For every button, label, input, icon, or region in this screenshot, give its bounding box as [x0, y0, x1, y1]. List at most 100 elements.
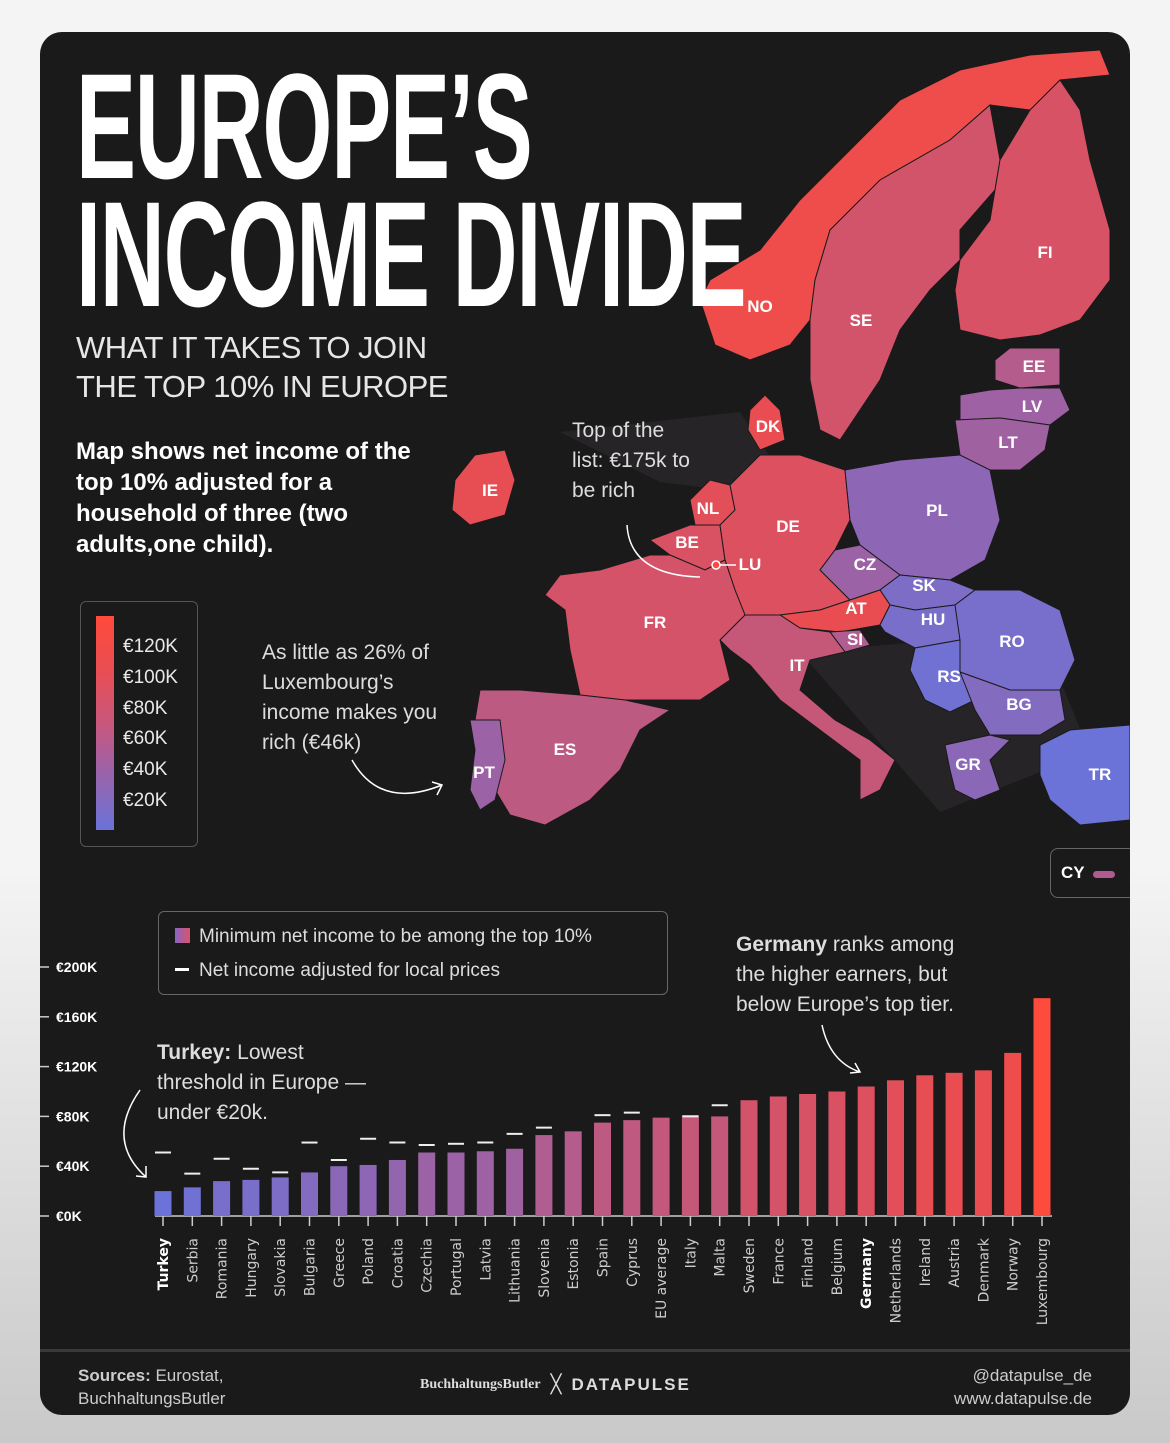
country-se: [809, 104, 1001, 441]
x-tick-label: Austria: [947, 1238, 963, 1287]
x-tick-label: Belgium: [830, 1238, 846, 1295]
bar-netherlands: [887, 1080, 904, 1216]
cyprus-label: CY: [1061, 863, 1085, 882]
country-label-bg: BG: [1006, 695, 1032, 714]
bar-hungary: [242, 1179, 260, 1216]
country-pl: [844, 454, 1001, 581]
y-tick-label: €160K: [56, 1009, 97, 1025]
bar-austria: [945, 1072, 963, 1216]
country-label-gr: GR: [955, 755, 981, 774]
dash-swatch: [175, 968, 189, 971]
x-tick-label: Netherlands: [889, 1238, 905, 1323]
country-lu: [711, 560, 721, 570]
x-tick-label: Sweden: [742, 1238, 758, 1293]
chart-legend: Minimum net income to be among the top 1…: [158, 911, 668, 995]
country-label-ie: IE: [482, 481, 498, 500]
x-tick-label: Malta: [713, 1238, 729, 1277]
buchhaltungsbutler-logo: BuchhaltungsButler: [420, 1376, 541, 1392]
legend-label: €20K: [123, 790, 168, 811]
x-tick-label: Turkey: [156, 1238, 172, 1290]
x-tick-label: Luxembourg: [1035, 1238, 1051, 1325]
x-tick-label: Romania: [215, 1238, 231, 1299]
country-label-de: DE: [776, 517, 800, 536]
legend-label: €60K: [123, 728, 168, 749]
legend-label: €100K: [123, 667, 178, 688]
x-tick-label: Italy: [683, 1238, 699, 1268]
color-scale-bar: [96, 616, 114, 830]
bar-greece: [330, 1166, 348, 1216]
page-title: EUROPE’S INCOME DIVIDE: [76, 42, 747, 338]
country-label-tr: TR: [1089, 765, 1112, 784]
country-label-no: NO: [747, 297, 773, 316]
arrow-icon: [821, 1024, 862, 1074]
turkey-annotation: Turkey: Lowest threshold in Europe — und…: [157, 1041, 366, 1124]
partner-logos: BuchhaltungsButler ╳ DATAPULSE: [420, 1374, 691, 1395]
bar-slovenia: [535, 1135, 553, 1216]
social-handle: @datapulse_de: [972, 1366, 1092, 1385]
country-label-pl: PL: [926, 501, 948, 520]
bar-portugal: [447, 1152, 465, 1216]
country-label-ee: EE: [1023, 357, 1046, 376]
country-dk: [747, 394, 786, 451]
non-data-land: [560, 412, 1090, 812]
arrow-icon: [123, 1089, 147, 1178]
bar-france: [769, 1096, 787, 1216]
bar-poland: [359, 1164, 377, 1216]
y-tick-label: €200K: [56, 959, 97, 975]
country-label-dk: DK: [756, 417, 781, 436]
cross-icon: ╳: [550, 1374, 562, 1394]
cyprus-inset: CY: [1050, 848, 1130, 898]
country-label-rs: RS: [937, 667, 961, 686]
bar-estonia: [564, 1131, 582, 1216]
x-tick-label: Lithuania: [508, 1238, 524, 1303]
x-tick-label: Hungary: [244, 1238, 260, 1298]
infographic-card: NO SE FI EE LV LT DK IE NL BE LU DE PL CZ SK AT HU SI RO FR…: [40, 32, 1130, 1415]
x-tick-label: Latvia: [478, 1238, 494, 1281]
bar-norway: [1004, 1052, 1022, 1216]
x-tick-label: Spain: [596, 1238, 612, 1277]
x-tick-label: Poland: [361, 1238, 377, 1285]
x-tick-label: Denmark: [976, 1237, 992, 1302]
x-tick-label: Norway: [1006, 1238, 1022, 1291]
bar-czechia: [418, 1152, 436, 1216]
country-label-fr: FR: [644, 613, 667, 632]
x-tick-label: Portugal: [449, 1238, 465, 1296]
x-tick-label: Serbia: [185, 1238, 201, 1283]
contact: @datapulse_de www.datapulse.de: [954, 1364, 1092, 1410]
bar-bulgaria: [301, 1172, 318, 1216]
bar-lithuania: [506, 1148, 524, 1216]
bar-swatch: [175, 928, 190, 943]
country-label-lt: LT: [998, 433, 1018, 452]
bar-serbia: [183, 1187, 201, 1216]
x-tick-label: Greece: [332, 1238, 348, 1288]
country-label-se: SE: [850, 311, 873, 330]
legend-label: €120K: [123, 636, 178, 657]
arrow-icon: [626, 524, 701, 578]
bar-malta: [711, 1116, 729, 1216]
country-label-be: BE: [675, 533, 699, 552]
country-label-pt: PT: [473, 763, 495, 782]
bar-finland: [799, 1093, 817, 1216]
x-tick-label: Estonia: [566, 1238, 582, 1290]
legend-item-min-income: Minimum net income to be among the top 1…: [175, 926, 592, 948]
country-label-ro: RO: [999, 632, 1025, 651]
country-tr: [1039, 724, 1130, 826]
bar-slovakia: [271, 1177, 289, 1216]
country-label-lu: LU: [739, 555, 762, 574]
bar-latvia: [476, 1151, 494, 1216]
website-link[interactable]: www.datapulse.de: [954, 1389, 1092, 1408]
y-tick-label: €80K: [56, 1108, 89, 1124]
luxembourg-annotation: Top of the list: €175k to be rich: [572, 419, 690, 502]
x-tick-label: Ireland: [918, 1238, 934, 1286]
bar-denmark: [974, 1070, 992, 1216]
country-it: [719, 614, 896, 801]
y-tick-label: €120K: [56, 1059, 97, 1075]
country-label-sk: SK: [912, 576, 936, 595]
legend-label: €80K: [123, 698, 168, 719]
bar-turkey: [154, 1191, 172, 1216]
country-pt: [469, 719, 506, 811]
country-label-fi: FI: [1037, 243, 1052, 262]
subtitle: WHAT IT TAKES TO JOIN THE TOP 10% IN EURO…: [76, 330, 448, 404]
y-tick-label: €40K: [56, 1158, 89, 1174]
country-label-lv: LV: [1022, 397, 1043, 416]
